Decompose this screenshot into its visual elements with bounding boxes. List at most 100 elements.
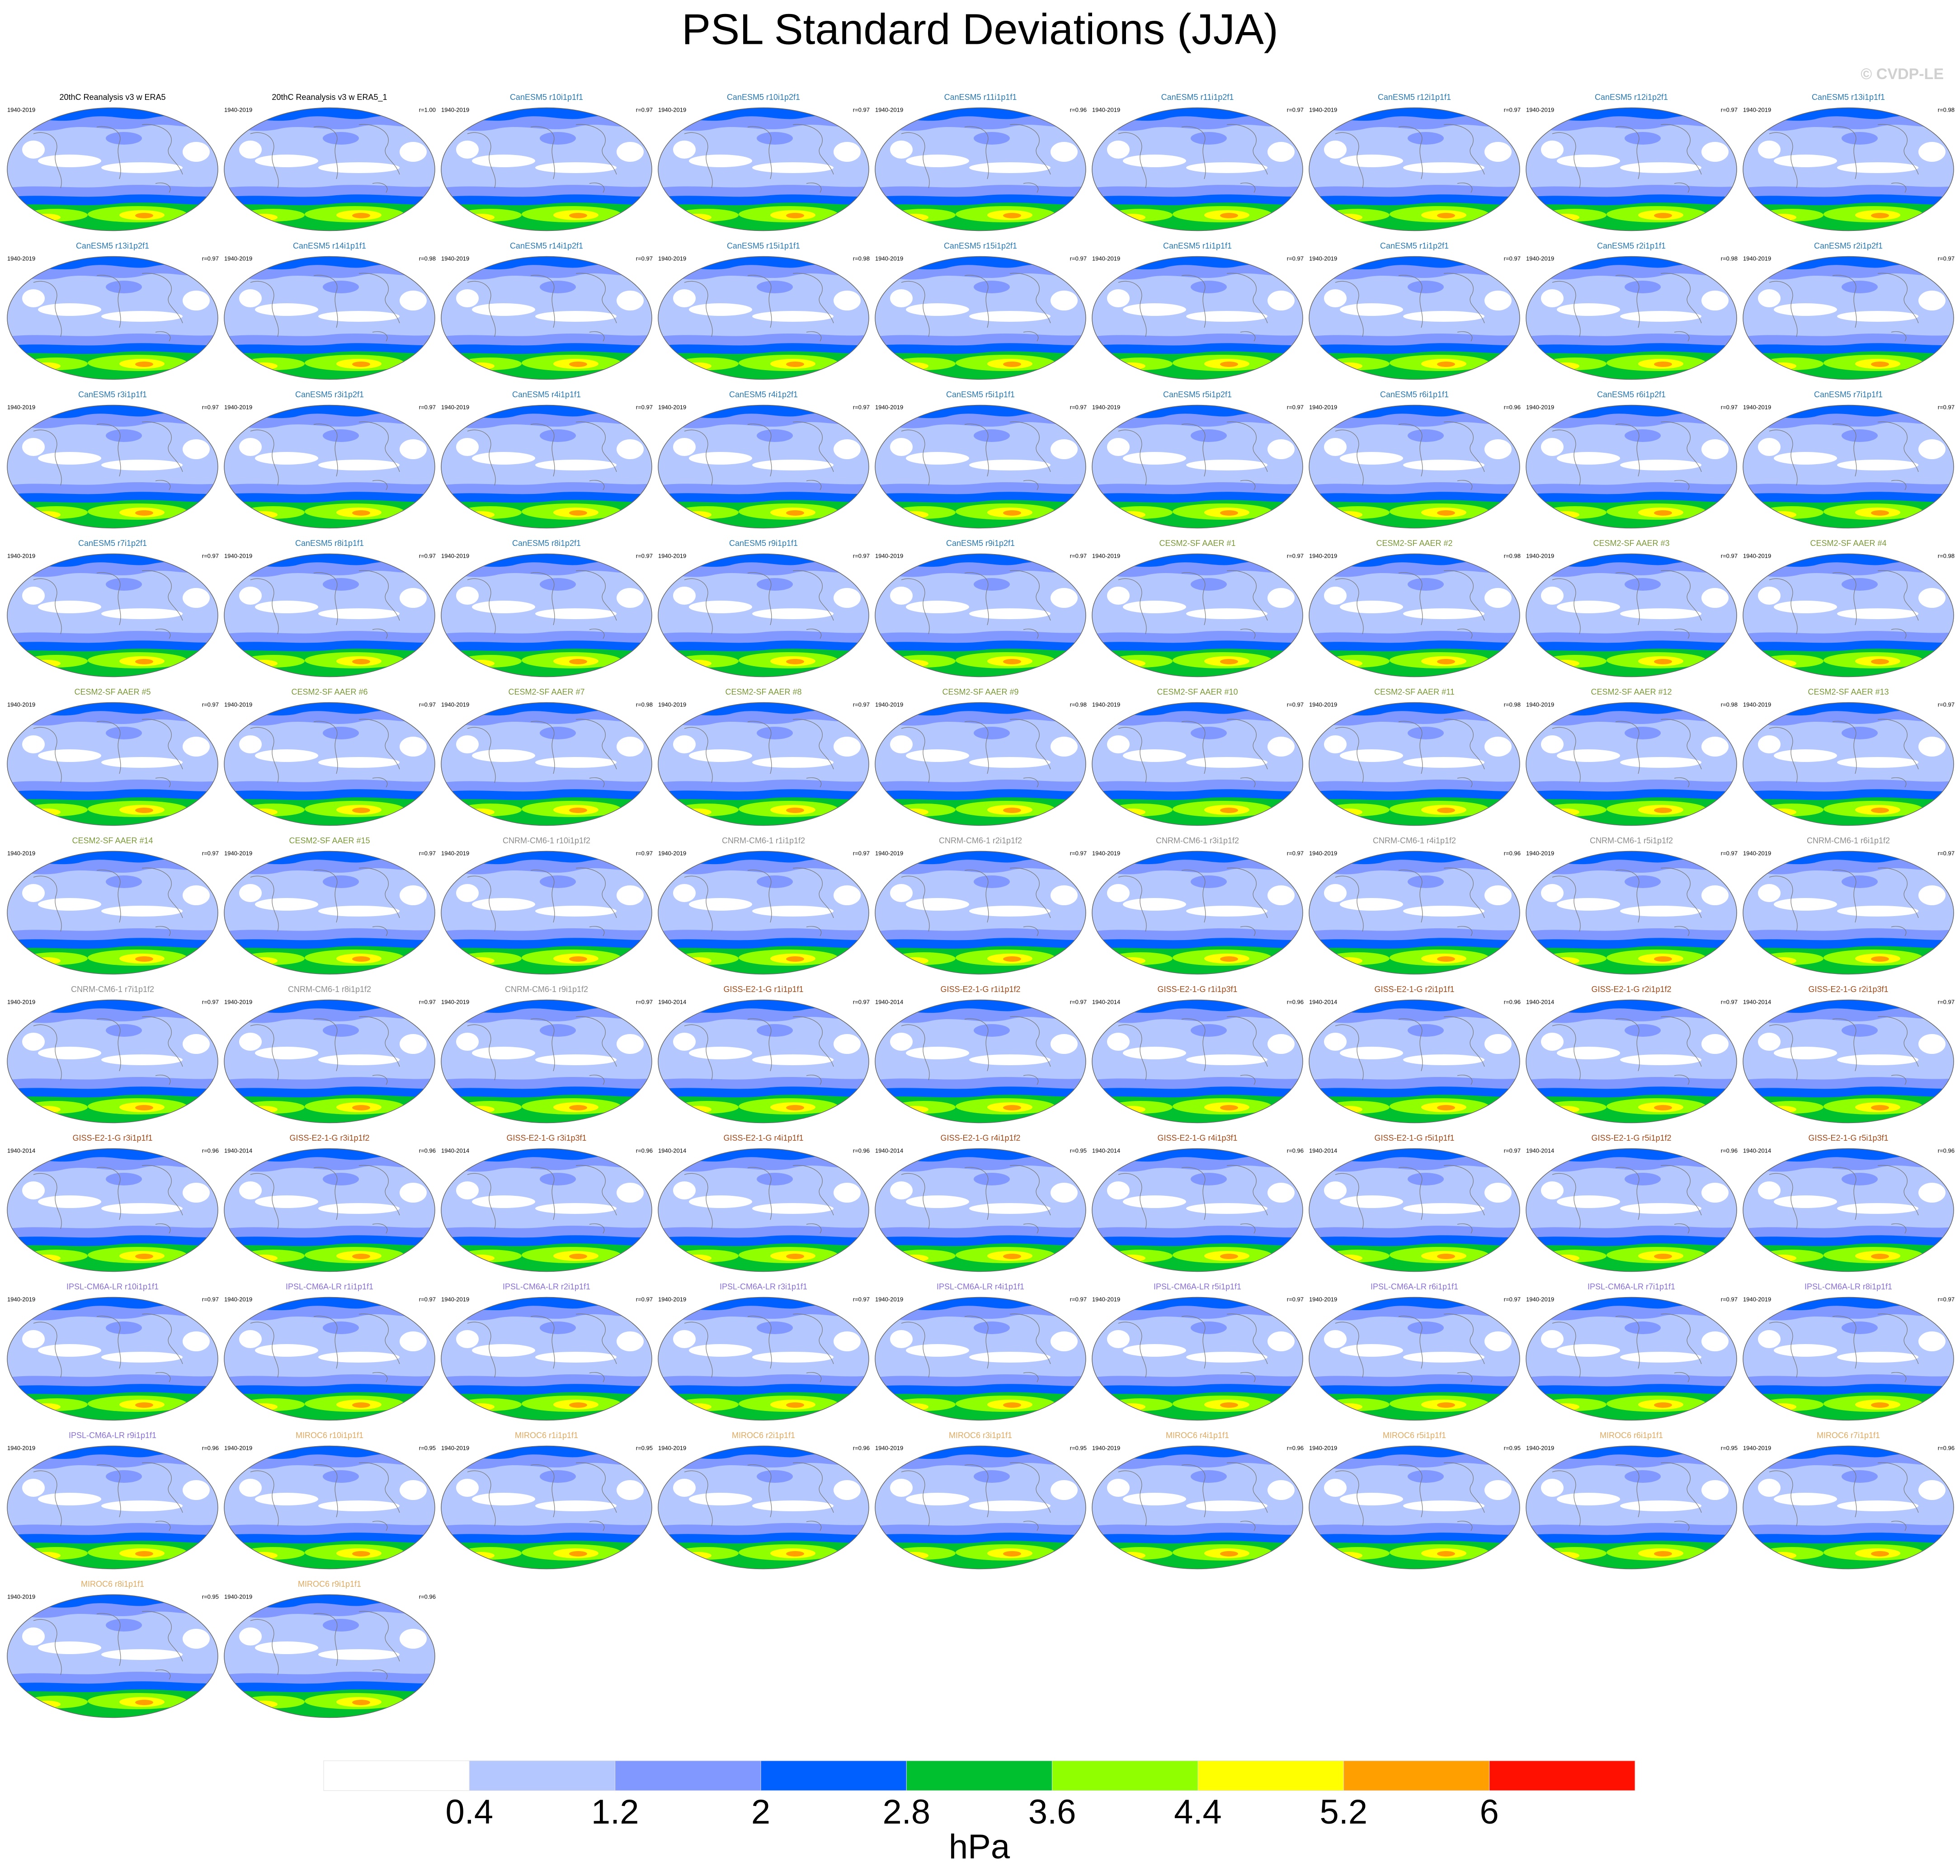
panel-title: CESM2-SF AAER #15 [289,836,370,845]
panel-period: 1940-2014 [875,1147,903,1154]
map-panel [6,1445,219,1570]
map-panel [6,553,219,678]
map-panel [440,553,653,678]
map-panel [1091,255,1304,381]
colorbar-label: 5.2 [1320,1793,1368,1831]
panel-title: CNRM-CM6-1 r1i1p1f2 [722,836,805,845]
panel-r: r=0.98 [1070,701,1087,708]
panel-period: 1940-2019 [1526,106,1554,113]
panel-r: r=0.95 [202,1593,219,1600]
panel-period: 1940-2019 [224,255,252,262]
panel-title: IPSL-CM6A-LR r9i1p1f1 [69,1431,156,1440]
panel-period: 1940-2019 [658,1444,686,1451]
panel-title: CESM2-SF AAER #12 [1591,687,1672,696]
panel-title: CNRM-CM6-1 r6i1p1f2 [1807,836,1890,845]
map-panel [1525,701,1738,827]
panel-title: MIROC6 r8i1p1f1 [81,1580,144,1589]
panel-period: 1940-2014 [1526,1147,1554,1154]
map-panel [657,255,870,381]
panel-period: 1940-2019 [7,255,35,262]
panel-period: 1940-2019 [224,552,252,559]
panel-period: 1940-2019 [1092,1444,1120,1451]
panel-title: CanESM5 r1i1p1f1 [1163,241,1232,250]
panel-title: CanESM5 r6i1p2f1 [1597,390,1666,399]
panel-title: MIROC6 r5i1p1f1 [1383,1431,1446,1440]
panel-period: 1940-2014 [1092,1147,1120,1154]
panel-title: IPSL-CM6A-LR r2i1p1f1 [503,1282,590,1291]
panel-title: CanESM5 r12i1p1f1 [1378,93,1451,102]
map-panel [874,999,1087,1124]
panel-period: 1940-2019 [875,701,903,708]
panel-period: 1940-2019 [7,404,35,410]
panel-r: r=0.97 [419,552,436,559]
panel-r: r=0.97 [1504,1147,1521,1154]
panel-r: r=0.97 [1287,850,1304,856]
panel-r: r=0.97 [1938,1296,1955,1302]
map-panel [1742,701,1955,827]
panel-period: 1940-2014 [658,998,686,1005]
panel-r: r=0.96 [636,1147,653,1154]
panel-period: 1940-2019 [224,701,252,708]
panel-period: 1940-2014 [1309,1147,1337,1154]
panel-period: 1940-2019 [7,552,35,559]
panel-period: 1940-2019 [1743,106,1771,113]
map-panel [223,1296,436,1421]
map-panel [657,1147,870,1273]
map-panel [1091,999,1304,1124]
map-panel [874,553,1087,678]
panel-period: 1940-2019 [1092,552,1120,559]
map-panel [874,1445,1087,1570]
map-panel [440,107,653,232]
panel-r: r=0.96 [419,1147,436,1154]
panel-title: CNRM-CM6-1 r7i1p1f2 [71,985,154,994]
panel-period: 1940-2019 [1743,255,1771,262]
panel-title: CNRM-CM6-1 r9i1p1f2 [505,985,588,994]
map-panel [657,404,870,529]
panel-r: r=0.97 [636,255,653,262]
panel-period: 1940-2014 [1743,998,1771,1005]
panel-r: r=0.97 [1504,255,1521,262]
map-panel [1091,1445,1304,1570]
panel-r: r=0.96 [1938,1444,1955,1451]
panel-title: CanESM5 r3i1p2f1 [295,390,364,399]
panel-period: 1940-2019 [1743,850,1771,856]
panel-period: 1940-2019 [441,998,469,1005]
panel-r: r=0.97 [853,850,870,856]
panel-period: 1940-2019 [441,1296,469,1302]
panel-r: r=0.97 [636,552,653,559]
panel-title: 20thC Reanalysis v3 w ERA5 [59,93,165,102]
panel-title: IPSL-CM6A-LR r10i1p1f1 [66,1282,159,1291]
panel-r: r=0.97 [202,552,219,559]
panel-r: r=0.97 [636,998,653,1005]
panel-title: GISS-E2-1-G r3i1p3f1 [506,1133,586,1143]
panel-r: r=0.98 [636,701,653,708]
map-panel [1742,1445,1955,1570]
panel-r: r=0.96 [1070,106,1087,113]
map-panel [440,1296,653,1421]
colorbar-box [615,1760,761,1791]
map-panel [657,850,870,975]
panel-title: CanESM5 r13i1p2f1 [76,241,149,250]
panel-period: 1940-2019 [875,106,903,113]
panel-title: IPSL-CM6A-LR r7i1p1f1 [1588,1282,1675,1291]
panel-period: 1940-2019 [1092,255,1120,262]
panel-title: MIROC6 r7i1p1f1 [1817,1431,1880,1440]
panel-period: 1940-2014 [875,998,903,1005]
map-panel [1525,1445,1738,1570]
panel-r: r=0.98 [1938,552,1955,559]
panel-period: 1940-2019 [658,701,686,708]
panel-title: CanESM5 r15i1p2f1 [944,241,1017,250]
panel-period: 1940-2019 [441,850,469,856]
panel-r: r=0.98 [853,255,870,262]
map-panel [440,255,653,381]
panel-period: 1940-2019 [1309,255,1337,262]
map-panel [874,404,1087,529]
colorbar-box [906,1760,1053,1791]
colorbar-unit: hPa [949,1828,1010,1866]
panel-title: CanESM5 r4i1p1f1 [512,390,581,399]
panel-title: CNRM-CM6-1 r3i1p1f2 [1156,836,1239,845]
panel-title: CanESM5 r12i1p2f1 [1595,93,1668,102]
panel-r: r=0.96 [1938,1147,1955,1154]
panel-title: CESM2-SF AAER #5 [74,687,151,696]
panel-r: r=0.97 [419,404,436,410]
